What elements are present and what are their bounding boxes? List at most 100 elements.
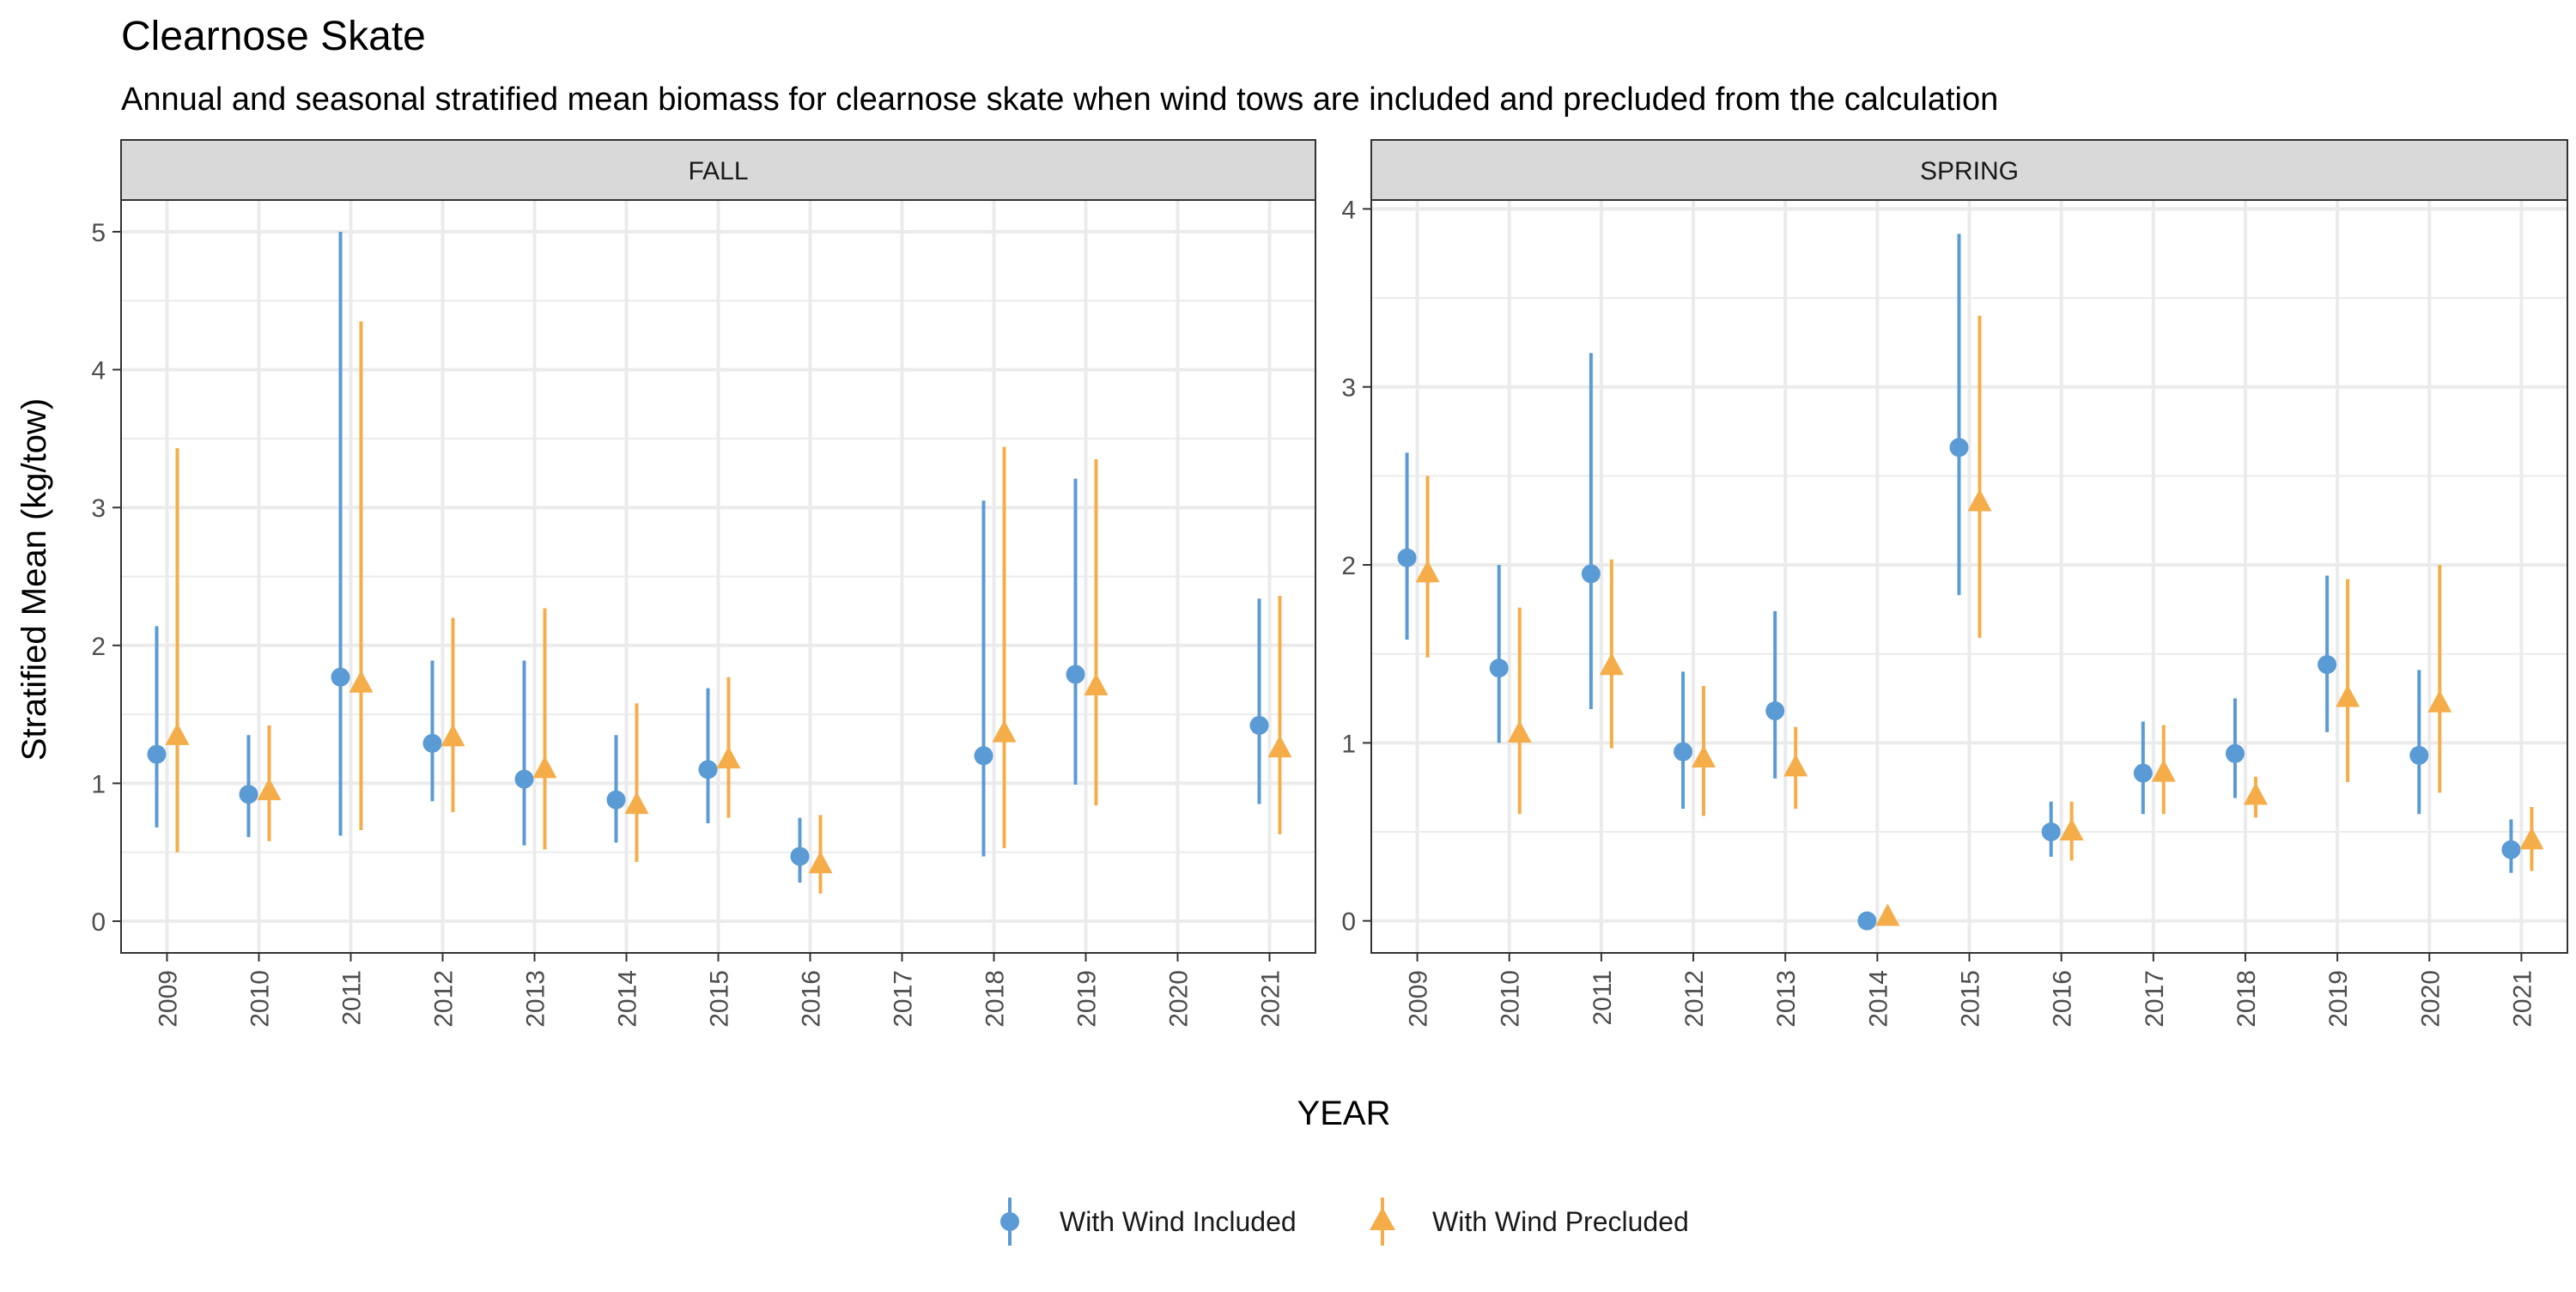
data-point xyxy=(1084,672,1109,695)
x-tick-label: 2018 xyxy=(981,970,1010,1028)
data-point xyxy=(1783,754,1808,777)
x-tick-label: 2014 xyxy=(1864,970,1893,1028)
data-point xyxy=(165,722,190,745)
data-point xyxy=(2501,840,2521,859)
y-axis-title: Stratified Mean (kg/tow) xyxy=(15,398,53,761)
series-wind-precluded xyxy=(1415,315,2544,926)
data-point xyxy=(1581,564,1601,584)
data-point xyxy=(1249,715,1269,735)
x-tick-label: 2012 xyxy=(430,970,459,1028)
data-point xyxy=(2519,827,2544,850)
y-tick-label: 2 xyxy=(1341,552,1356,580)
legend-key-triangle xyxy=(1370,1207,1395,1230)
x-tick-label: 2015 xyxy=(1957,970,1985,1028)
x-axis-title: YEAR xyxy=(1297,1095,1391,1132)
legend: With Wind Included With Wind Precluded xyxy=(1000,1198,1689,1246)
data-point xyxy=(2225,743,2245,763)
y-tick-label: 1 xyxy=(91,770,106,798)
legend-label: With Wind Included xyxy=(1060,1206,1297,1237)
x-tick-label: 2010 xyxy=(1497,970,1525,1028)
x-tick-label: 2021 xyxy=(2508,970,2537,1028)
data-point xyxy=(1875,903,1900,926)
y-tick-label: 0 xyxy=(91,908,106,937)
data-point xyxy=(1066,664,1085,684)
x-tick-label: 2012 xyxy=(1680,970,1709,1028)
x-tick-label: 2011 xyxy=(1589,970,1617,1026)
facet-strip-label: SPRING xyxy=(1920,157,2019,185)
data-point xyxy=(624,792,649,815)
data-point xyxy=(514,769,534,789)
x-tick-label: 2018 xyxy=(2233,970,2261,1028)
facet-strip xyxy=(120,139,1316,201)
series-wind-included xyxy=(147,231,1269,883)
data-point xyxy=(1692,745,1716,768)
data-point xyxy=(147,744,167,764)
data-point xyxy=(1267,735,1292,758)
y-tick-label: 4 xyxy=(1341,196,1356,224)
legend-label: With Wind Precluded xyxy=(1432,1206,1689,1237)
y-tick-label: 5 xyxy=(91,219,106,247)
data-point xyxy=(1599,652,1624,676)
x-tick-label: 2020 xyxy=(2416,970,2445,1028)
data-point xyxy=(790,846,810,866)
data-point xyxy=(2133,763,2153,783)
data-point xyxy=(532,755,557,779)
chart-title: Clearnose Skate xyxy=(121,14,426,59)
x-tick-label: 2013 xyxy=(522,970,550,1028)
x-tick-label: 2020 xyxy=(1165,970,1194,1028)
data-point xyxy=(992,719,1017,743)
data-point xyxy=(606,790,626,810)
data-point xyxy=(1949,438,1969,458)
data-point xyxy=(331,667,350,687)
legend-item: With Wind Precluded xyxy=(1370,1198,1689,1246)
data-point xyxy=(1857,911,1877,931)
y-tick-label: 2 xyxy=(91,633,106,661)
data-point xyxy=(349,670,374,693)
facet-strip-label: FALL xyxy=(688,157,748,185)
data-point xyxy=(2151,759,2176,782)
data-point xyxy=(808,851,833,874)
data-point xyxy=(2059,818,2084,841)
x-tick-label: 2017 xyxy=(2141,970,2169,1028)
data-point xyxy=(698,760,718,779)
data-point xyxy=(1489,658,1509,678)
data-point xyxy=(2427,689,2452,713)
data-point xyxy=(1765,701,1785,721)
x-tick-label: 2019 xyxy=(2324,970,2353,1028)
data-point xyxy=(974,746,993,766)
data-point xyxy=(2409,745,2429,765)
facet-strip xyxy=(1370,139,2568,201)
x-tick-label: 2015 xyxy=(706,970,734,1028)
data-point xyxy=(1397,548,1417,567)
data-point xyxy=(2243,782,2268,805)
facet-panel-fall: 0 1 2 3 4 5 2009 2010 2011 2012 2013 2014 2015 2016 20… xyxy=(91,139,1316,1028)
data-point xyxy=(1674,742,1693,761)
facet-panels: 0 1 2 3 4 5 2009 2010 2011 2012 2013 2014 2015 2016 20… xyxy=(91,139,2568,1028)
y-tick-label: 4 xyxy=(91,357,106,385)
data-point xyxy=(1415,560,1440,583)
series-wind-precluded xyxy=(165,321,1292,894)
data-point xyxy=(239,785,258,804)
x-tick-label: 2009 xyxy=(155,970,183,1028)
x-tick-label: 2016 xyxy=(2049,970,2077,1028)
data-point xyxy=(2336,684,2360,707)
x-tick-label: 2021 xyxy=(1257,970,1285,1028)
x-tick-label: 2010 xyxy=(246,970,275,1028)
data-point xyxy=(257,778,282,801)
legend-item: With Wind Included xyxy=(1000,1198,1297,1246)
x-tick-label: 2014 xyxy=(614,970,642,1028)
x-tick-label: 2016 xyxy=(798,970,826,1028)
x-tick-label: 2011 xyxy=(338,970,367,1026)
y-tick-label: 3 xyxy=(91,494,106,523)
data-point xyxy=(2318,655,2337,675)
chart-subtitle: Annual and seasonal stratified mean biom… xyxy=(121,82,1998,118)
data-point xyxy=(422,733,442,753)
facet-panel-spring: 0 1 2 3 4 2009 2010 2011 2012 2013 2014 2015 2016 201… xyxy=(1341,139,2568,1028)
x-tick-label: 2019 xyxy=(1073,970,1102,1028)
legend-key-circle xyxy=(1000,1212,1019,1231)
data-point xyxy=(716,746,741,769)
data-point xyxy=(1507,719,1532,743)
data-point xyxy=(1967,488,1992,512)
series-wind-included xyxy=(1397,234,2521,931)
